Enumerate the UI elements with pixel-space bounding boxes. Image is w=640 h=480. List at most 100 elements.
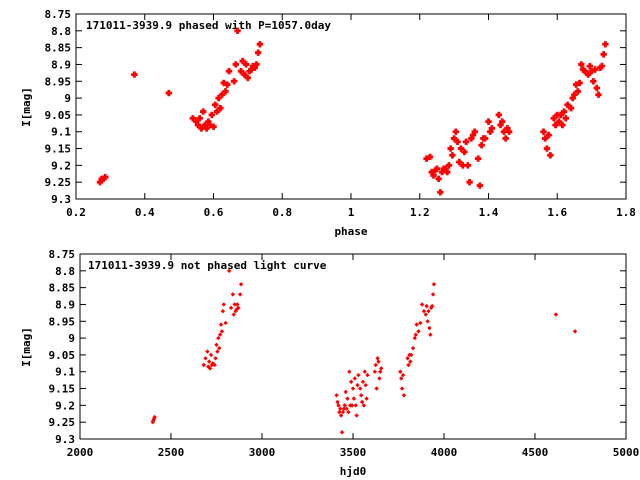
unphased-data-point bbox=[339, 430, 345, 435]
unphased-data-point bbox=[400, 372, 406, 378]
unphased-data-point bbox=[373, 362, 378, 368]
unphased-y-tick-label: 8.8 bbox=[55, 265, 75, 278]
phased-data-point bbox=[242, 61, 250, 68]
unphased-data-point bbox=[342, 403, 348, 408]
phased-data-point bbox=[220, 79, 228, 87]
unphased-data-point bbox=[203, 356, 208, 361]
phased-data-point bbox=[445, 162, 453, 169]
unphased-data-point bbox=[361, 403, 367, 408]
phased-data-point bbox=[576, 79, 583, 87]
phased-data-point bbox=[435, 175, 442, 183]
phased-data-point bbox=[469, 131, 477, 139]
unphased-data-point bbox=[376, 359, 381, 364]
phased-data-point bbox=[499, 118, 506, 125]
phased-data-point bbox=[215, 94, 222, 102]
phased-data-point bbox=[545, 131, 552, 139]
phased-data-point bbox=[586, 62, 594, 70]
unphased-data-point bbox=[374, 386, 379, 391]
phased-y-tick-label: 8.8 bbox=[51, 25, 71, 38]
phased-x-tick-label: 1.4 bbox=[479, 206, 499, 219]
unphased-y-tick-label: 8.95 bbox=[49, 315, 76, 328]
phased-data-point bbox=[559, 121, 566, 129]
phased-data-point bbox=[237, 67, 245, 75]
phased-data-point bbox=[571, 91, 578, 98]
phased-data-point bbox=[497, 121, 504, 129]
unphased-data-point bbox=[416, 329, 421, 334]
phased-data-point bbox=[100, 175, 107, 183]
phased-y-tick-label: 9.3 bbox=[51, 193, 71, 206]
unphased-data-point bbox=[338, 406, 343, 411]
phased-data-point bbox=[246, 67, 253, 75]
unphased-data-point bbox=[152, 414, 157, 420]
unphased-x-tick-label: 4000 bbox=[431, 446, 458, 459]
unphased-y-tick-label: 9.15 bbox=[49, 383, 76, 396]
phased-data-point bbox=[505, 128, 513, 135]
unphased-data-point bbox=[337, 409, 342, 415]
phased-y-tick-label: 9 bbox=[64, 92, 71, 105]
unphased-data-point bbox=[379, 366, 384, 371]
phased-data-points bbox=[96, 27, 609, 196]
unphased-y-tick-label: 9.2 bbox=[55, 399, 75, 412]
unphased-data-point bbox=[237, 292, 243, 297]
phased-data-point bbox=[96, 178, 104, 186]
phased-y-tick-label: 9.1 bbox=[51, 126, 71, 139]
unphased-data-point bbox=[216, 335, 221, 341]
unphased-data-point bbox=[431, 282, 437, 287]
unphased-y-tick-label: 9 bbox=[68, 332, 75, 345]
phased-data-point bbox=[254, 49, 262, 56]
phased-data-point bbox=[602, 41, 609, 48]
unphased-data-point bbox=[212, 362, 217, 368]
phased-data-point bbox=[468, 135, 475, 142]
phased-data-point bbox=[447, 145, 454, 152]
unphased-data-point bbox=[218, 322, 224, 327]
unphased-data-point bbox=[424, 303, 429, 309]
phased-x-tick-label: 0.6 bbox=[204, 206, 224, 219]
unphased-data-point bbox=[423, 312, 428, 317]
unphased-data-point bbox=[409, 352, 414, 358]
phased-data-point bbox=[438, 168, 446, 176]
phased-data-point bbox=[540, 128, 547, 135]
unphased-data-point bbox=[230, 292, 236, 297]
unphased-data-point bbox=[236, 305, 241, 311]
unphased-data-point bbox=[418, 320, 423, 326]
unphased-data-point bbox=[217, 332, 223, 337]
unphased-data-point bbox=[429, 303, 435, 309]
phased-data-point bbox=[560, 108, 568, 115]
unphased-data-point bbox=[426, 308, 431, 314]
phased-data-point bbox=[555, 118, 563, 125]
phased-data-point bbox=[165, 89, 173, 97]
phased-data-point bbox=[444, 168, 451, 176]
unphased-x-tick-label: 5000 bbox=[613, 446, 640, 459]
unphased-data-point bbox=[427, 325, 432, 331]
unphased-data-points bbox=[150, 268, 578, 435]
unphased-data-point bbox=[378, 369, 383, 374]
unphased-data-point bbox=[228, 305, 234, 311]
unphased-x-tick-label: 4500 bbox=[522, 446, 549, 459]
unphased-data-point bbox=[398, 369, 403, 374]
phased-y-tick-label: 8.75 bbox=[45, 8, 72, 21]
unphased-data-point bbox=[207, 359, 212, 364]
phased-data-point bbox=[590, 78, 597, 85]
phased-data-point bbox=[450, 135, 458, 142]
phased-x-tick-label: 1.2 bbox=[410, 206, 430, 219]
phased-data-point bbox=[471, 128, 478, 135]
phased-data-point bbox=[234, 27, 241, 35]
phased-data-point bbox=[593, 84, 600, 92]
phased-data-point bbox=[239, 57, 246, 65]
phased-data-point bbox=[597, 64, 604, 72]
unphased-data-point bbox=[344, 406, 349, 411]
unphased-data-point bbox=[414, 322, 419, 327]
unphased-data-point bbox=[405, 356, 410, 361]
unphased-data-point bbox=[334, 393, 339, 398]
phased-data-point bbox=[428, 168, 435, 176]
unphased-data-point bbox=[425, 319, 430, 324]
unphased-data-point bbox=[572, 329, 578, 334]
phased-x-tick-label: 1.6 bbox=[547, 206, 567, 219]
unphased-data-point bbox=[421, 308, 427, 314]
phased-data-point bbox=[500, 128, 508, 135]
unphased-data-point bbox=[377, 376, 382, 381]
unphased-y-tick-label: 8.85 bbox=[49, 282, 76, 295]
phased-data-point bbox=[581, 67, 588, 75]
unphased-data-point bbox=[219, 329, 225, 334]
phased-x-tick-label: 1.8 bbox=[616, 206, 636, 219]
